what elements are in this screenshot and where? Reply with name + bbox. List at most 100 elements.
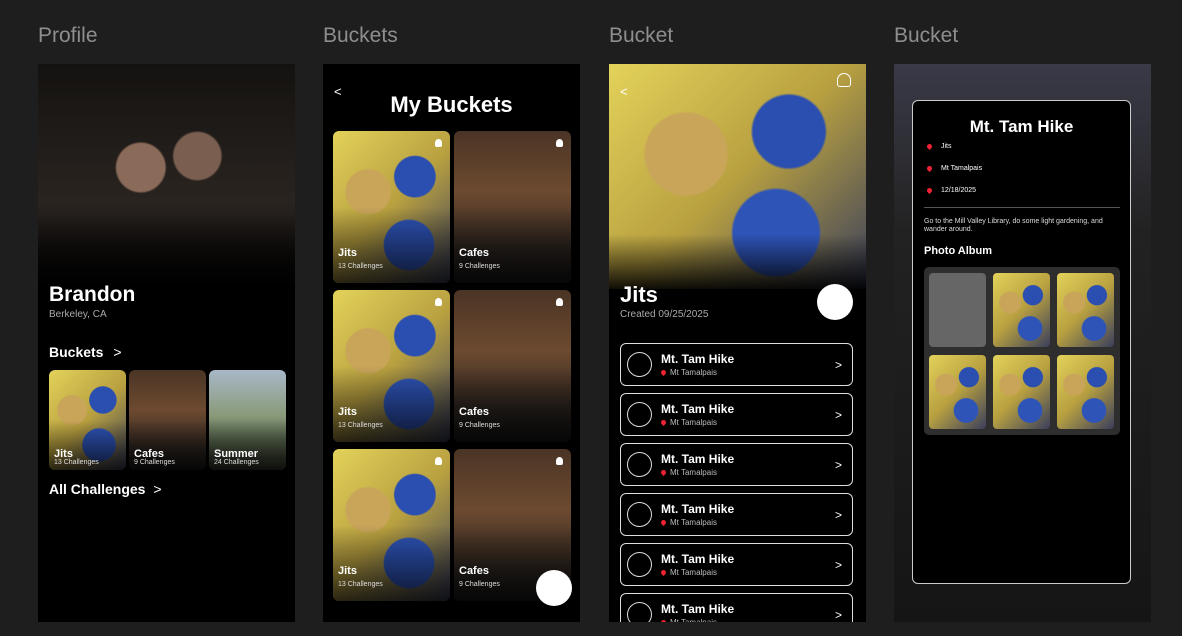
challenge-item[interactable]: Mt. Tam Hike Mt Tamalpais > (620, 343, 853, 386)
profile-screen: Brandon Berkeley, CA Buckets > All Chall… (38, 64, 295, 622)
divider (924, 207, 1120, 208)
item-arrow: > (834, 608, 842, 622)
pin-icon (659, 568, 668, 577)
pin-icon (925, 186, 934, 195)
card-shade (209, 420, 286, 470)
bucket-card[interactable]: Cafes 9 Challenges (454, 131, 571, 283)
back-button[interactable]: < (334, 84, 342, 99)
action-button[interactable] (817, 284, 853, 320)
challenge-title: Mt. Tam Hike (661, 352, 735, 366)
created-date: Created 09/25/2025 (620, 309, 709, 320)
buckets-screen: < My Buckets Jits 13 Challenges Cafes 9 Cha… (323, 64, 580, 622)
bucket-challenges: 13 Challenges (338, 263, 383, 270)
add-button[interactable] (536, 570, 572, 606)
bucket-name: Cafes (459, 565, 489, 577)
album-title: Photo Album (924, 245, 993, 257)
challenge-item[interactable]: Mt. Tam Hike Mt Tamalpais > (620, 493, 853, 536)
frame-label: Bucket (609, 24, 674, 47)
description: Go to the Mill Valley Library, do some l… (924, 218, 1103, 233)
bucket-name: Summer (214, 448, 259, 460)
challenge-title: Mt. Tam Hike (661, 452, 735, 466)
challenge-title: Mt. Tam Hike (661, 602, 735, 616)
bucket-card[interactable]: Summer 24 Challenges (209, 370, 286, 470)
challenge-title: Mt. Tam Hike (661, 502, 735, 516)
member-icon (556, 457, 563, 465)
bucket-challenges: 24 Challenges (214, 459, 259, 466)
link-arrow: > (113, 344, 122, 360)
photo-fade (609, 234, 866, 294)
bucket-card[interactable]: Jits 13 Challenges (333, 131, 450, 283)
bucket-card[interactable]: Cafes 9 Challenges (129, 370, 206, 470)
bucket-challenges: 9 Challenges (459, 263, 500, 270)
bucket-challenges: 13 Challenges (54, 459, 99, 466)
challenge-location: Mt Tamalpais (659, 568, 717, 577)
photo-fade (38, 214, 295, 294)
location-text: Mt Tamalpais (670, 368, 717, 377)
album-photo[interactable] (993, 355, 1050, 429)
bucket-name: Cafes (134, 448, 164, 460)
pin-icon (659, 468, 668, 477)
bucket-title: Jits (620, 282, 658, 307)
check-circle[interactable] (627, 552, 652, 577)
card-shade (333, 525, 450, 601)
check-circle[interactable] (627, 602, 652, 622)
detail-screen: Mt. Tam Hike Go to the Mill Valley Libra… (894, 64, 1151, 622)
detail-text: Jits (941, 143, 952, 150)
album-photo[interactable] (1057, 273, 1114, 347)
check-circle[interactable] (627, 452, 652, 477)
item-arrow: > (834, 358, 842, 372)
location-text: Mt Tamalpais (670, 618, 717, 622)
pin-icon (659, 418, 668, 427)
album-photo[interactable] (1057, 355, 1114, 429)
bucket-card[interactable]: Jits 13 Challenges (333, 449, 450, 601)
bucket-card[interactable]: Cafes 9 Challenges (454, 290, 571, 442)
detail-text: 12/18/2025 (941, 187, 977, 194)
challenge-item[interactable]: Mt. Tam Hike Mt Tamalpais > (620, 593, 853, 622)
check-circle[interactable] (627, 352, 652, 377)
challenge-location: Mt Tamalpais (659, 618, 717, 622)
challenge-title: Mt. Tam Hike (661, 402, 735, 416)
member-icon (435, 139, 442, 147)
bucket-name: Jits (54, 448, 73, 460)
buckets-link[interactable]: Buckets > (49, 344, 122, 360)
bucket-name: Jits (338, 406, 357, 418)
detail-row: Mt Tamalpais (925, 164, 982, 173)
screen-title: My Buckets (390, 92, 513, 117)
pin-icon (925, 164, 934, 173)
modal-title: Mt. Tam Hike (969, 117, 1074, 136)
frame-label: Bucket (894, 24, 959, 47)
add-photo[interactable] (929, 273, 986, 347)
challenge-item[interactable]: Mt. Tam Hike Mt Tamalpais > (620, 543, 853, 586)
profile-location: Berkeley, CA (49, 309, 107, 320)
challenge-item[interactable]: Mt. Tam Hike Mt Tamalpais > (620, 443, 853, 486)
bucket-card[interactable]: Jits 13 Challenges (49, 370, 126, 470)
member-icon (556, 298, 563, 306)
pin-icon (659, 618, 668, 622)
pin-icon (659, 368, 668, 377)
bucket-card[interactable]: Jits 13 Challenges (333, 290, 450, 442)
back-button[interactable]: < (620, 84, 628, 99)
all-challenges-link[interactable]: All Challenges > (49, 481, 162, 497)
pin-icon (659, 518, 668, 527)
bucket-name: Cafes (459, 406, 489, 418)
challenge-location: Mt Tamalpais (659, 518, 717, 527)
check-circle[interactable] (627, 502, 652, 527)
challenge-location: Mt Tamalpais (659, 418, 717, 427)
profile-name: Brandon (49, 283, 136, 306)
location-text: Mt Tamalpais (670, 468, 717, 477)
challenge-item[interactable]: Mt. Tam Hike Mt Tamalpais > (620, 393, 853, 436)
item-arrow: > (834, 458, 842, 472)
album-photo[interactable] (929, 355, 986, 429)
item-arrow: > (834, 508, 842, 522)
card-shade (333, 366, 450, 442)
frame-label: Profile (38, 24, 98, 47)
bucket-screen: < Jits Created 09/25/2025 Mt. Tam Hike Mt… (609, 64, 866, 622)
item-arrow: > (834, 408, 842, 422)
check-circle[interactable] (627, 402, 652, 427)
bucket-challenges: 9 Challenges (459, 581, 500, 588)
frame-label: Buckets (323, 24, 398, 47)
pin-icon (925, 142, 934, 151)
album-photo[interactable] (993, 273, 1050, 347)
members-icon[interactable] (837, 73, 851, 87)
card-shade (333, 207, 450, 283)
